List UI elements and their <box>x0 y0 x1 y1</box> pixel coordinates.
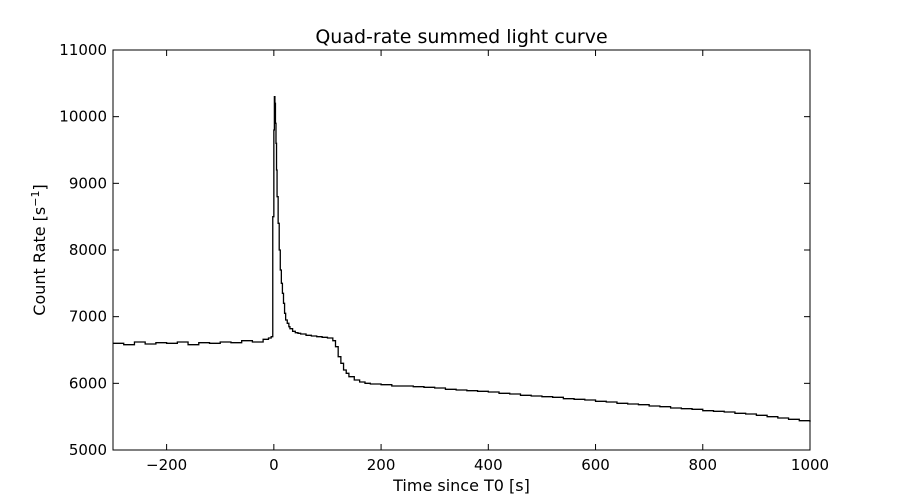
x-tick-label: 0 <box>269 456 279 474</box>
y-tick-label: 6000 <box>69 374 107 392</box>
y-tick-label: 11000 <box>59 41 107 59</box>
y-axis-label: Count Rate [s−1] <box>29 184 49 315</box>
x-tick-label: −200 <box>146 456 187 474</box>
y-axis-label-exponent: −1 <box>29 191 42 207</box>
chart-title: Quad-rate summed light curve <box>315 26 607 48</box>
series-line-0 <box>113 96 811 422</box>
y-tick-label: 5000 <box>69 441 107 459</box>
y-axis-label-main: Count Rate [s <box>30 207 49 316</box>
x-tick-label: 400 <box>474 456 503 474</box>
y-tick-label: 9000 <box>69 174 107 192</box>
axes-layer: −200 0 200 400 600 800 1000 5000 6000 7000 8000 900… <box>59 41 829 474</box>
x-tick-label: 200 <box>367 456 396 474</box>
y-axis-label-end: ] <box>30 184 49 190</box>
y-tick-label: 10000 <box>59 108 107 126</box>
plot-layer <box>113 96 811 422</box>
y-tick-label: 8000 <box>69 241 107 259</box>
x-tick-label: 800 <box>688 456 717 474</box>
x-axis-label: Time since T0 [s] <box>392 476 530 495</box>
y-tick-label: 7000 <box>69 308 107 326</box>
x-tick-label: 1000 <box>791 456 829 474</box>
x-tick-label: 600 <box>581 456 610 474</box>
